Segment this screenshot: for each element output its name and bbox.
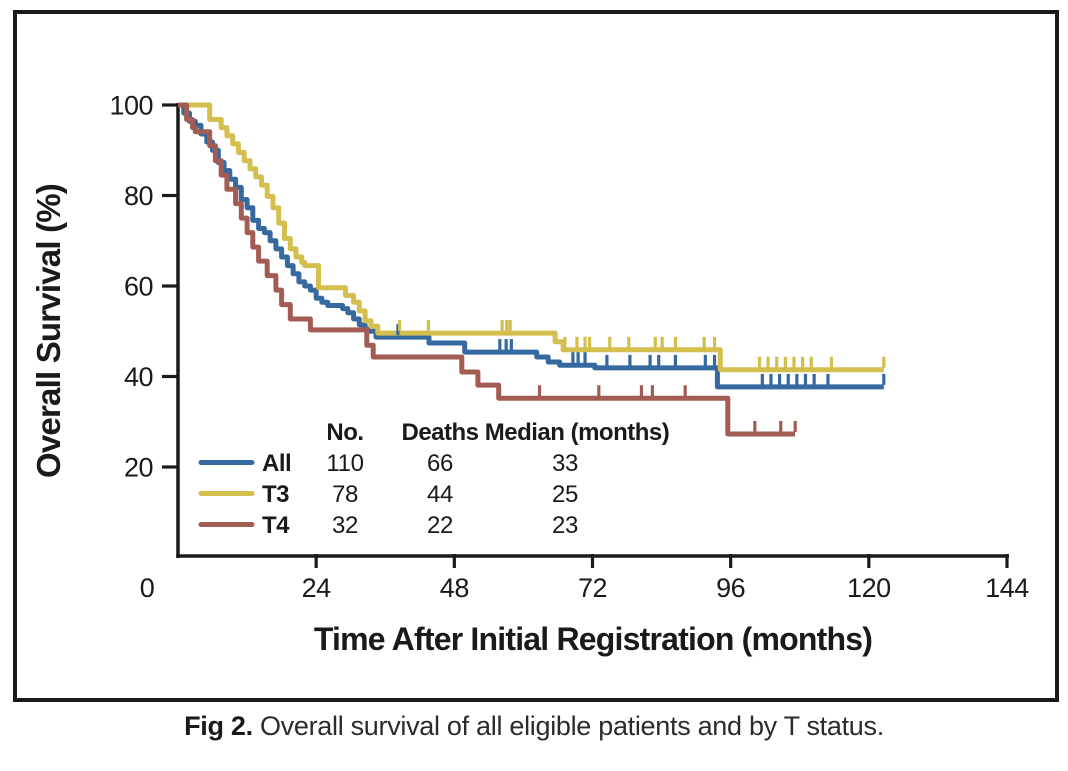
legend-median-value: 33 xyxy=(552,450,578,477)
legend-no-value: 32 xyxy=(332,512,358,539)
censor-marks xyxy=(396,320,886,432)
legend: No. Deaths Median (months) All 110 66 33 T3 7… xyxy=(198,419,670,539)
y-tick-label: 60 xyxy=(124,272,153,302)
caption-label: Fig 2. xyxy=(184,711,253,741)
legend-deaths-value: 66 xyxy=(427,450,453,477)
legend-header-median: Median (months) xyxy=(485,419,670,446)
x-tick-label: 120 xyxy=(847,573,891,603)
axes xyxy=(176,103,1009,558)
legend-median-value: 25 xyxy=(552,481,578,508)
survival-curves xyxy=(178,102,884,437)
legend-label-all: All xyxy=(262,450,291,477)
legend-header-no: No. xyxy=(326,419,363,446)
x-tick-label: 24 xyxy=(302,573,332,603)
legend-median-value: 23 xyxy=(552,512,578,539)
legend-deaths-value: 44 xyxy=(427,481,453,508)
legend-no-value: 78 xyxy=(332,481,358,508)
legend-deaths-value: 22 xyxy=(427,512,453,539)
figure-caption: Fig 2. Overall survival of all eligible … xyxy=(0,711,1068,742)
legend-no-value: 110 xyxy=(326,450,363,477)
x-tick-label: 144 xyxy=(985,573,1029,603)
x-axis-title: Time After Initial Registration (months) xyxy=(314,621,872,657)
y-tick-label: 100 xyxy=(109,91,153,121)
y-axis-title: Overall Survival (%) xyxy=(30,184,67,478)
x-tick-label: 72 xyxy=(578,573,607,603)
y-tick-label: 40 xyxy=(124,362,153,392)
curve-t4 xyxy=(178,102,796,437)
x-tick-label: 96 xyxy=(716,573,745,603)
y-tick-label: 80 xyxy=(124,181,153,211)
legend-label-t3: T3 xyxy=(262,481,289,508)
legend-label-t4: T4 xyxy=(262,512,290,539)
legend-rows: All 110 66 33 T3 78 44 25 T4 32 22 23 xyxy=(198,450,578,539)
x-tick-label: 0 xyxy=(140,573,155,603)
axis-ticks xyxy=(162,103,1009,568)
x-tick-label: 48 xyxy=(440,573,469,603)
caption-text: Overall survival of all eligible patient… xyxy=(252,711,884,741)
curve-t3 xyxy=(178,102,884,373)
legend-header-deaths: Deaths xyxy=(401,419,478,446)
curve-all xyxy=(178,102,884,390)
y-tick-label: 20 xyxy=(124,453,153,483)
axis-tick-labels: 100 80 60 40 20 0 24 48 72 96 120 144 xyxy=(109,91,1029,604)
